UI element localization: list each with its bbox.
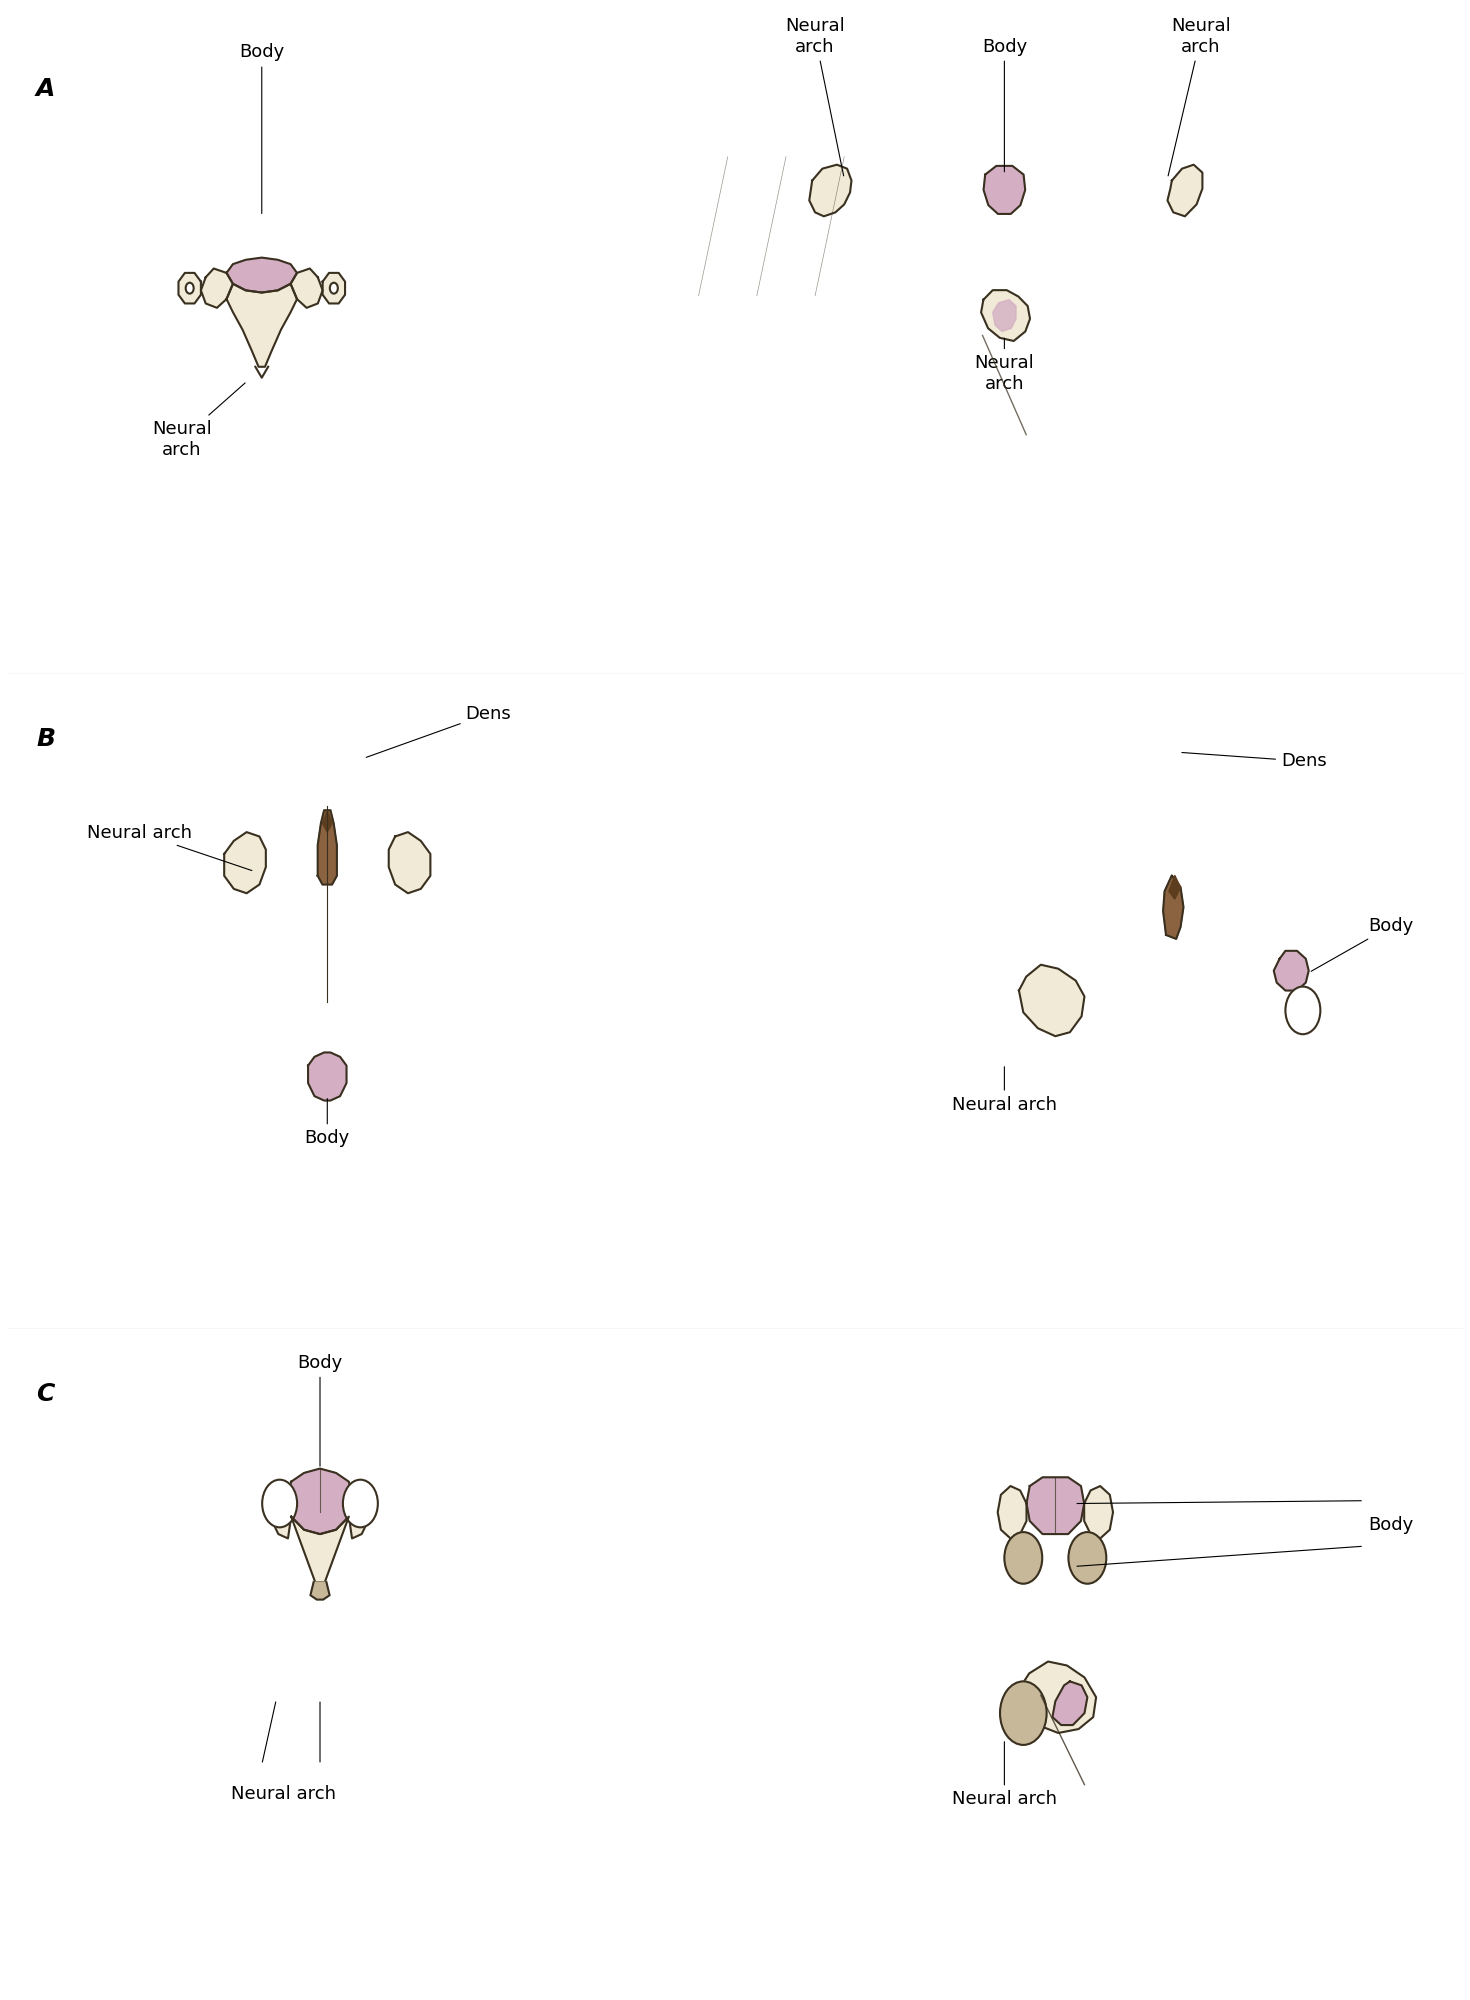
- Text: Body: Body: [1311, 916, 1414, 972]
- Text: Neural
arch: Neural arch: [1169, 16, 1230, 176]
- Text: B: B: [37, 726, 54, 750]
- Polygon shape: [201, 268, 232, 308]
- Circle shape: [1000, 1682, 1047, 1744]
- Text: C: C: [37, 1382, 54, 1406]
- Text: Body: Body: [1369, 1516, 1414, 1534]
- Text: Neural
arch: Neural arch: [785, 16, 845, 176]
- Polygon shape: [226, 258, 297, 292]
- Text: Neural
arch: Neural arch: [975, 338, 1035, 394]
- Polygon shape: [1169, 876, 1180, 900]
- Text: Dens: Dens: [1182, 752, 1327, 770]
- Circle shape: [185, 282, 194, 294]
- Polygon shape: [992, 300, 1016, 332]
- Polygon shape: [309, 1052, 347, 1100]
- Text: Neural arch: Neural arch: [953, 1066, 1057, 1114]
- Circle shape: [329, 282, 338, 294]
- Polygon shape: [348, 1486, 372, 1538]
- Polygon shape: [291, 1516, 348, 1582]
- Circle shape: [343, 1480, 378, 1528]
- Polygon shape: [1026, 1478, 1085, 1534]
- Polygon shape: [322, 810, 332, 832]
- Polygon shape: [1019, 1662, 1097, 1732]
- Polygon shape: [226, 284, 297, 366]
- Polygon shape: [269, 1486, 291, 1538]
- Polygon shape: [388, 832, 431, 894]
- Polygon shape: [1163, 876, 1183, 938]
- Text: Body: Body: [297, 1354, 343, 1466]
- Circle shape: [1069, 1532, 1107, 1584]
- Text: Dens: Dens: [366, 704, 512, 758]
- Text: Body: Body: [240, 44, 284, 214]
- Text: Body: Body: [304, 1098, 350, 1148]
- Polygon shape: [288, 1468, 351, 1534]
- Polygon shape: [998, 1486, 1026, 1538]
- Text: Body: Body: [982, 38, 1028, 172]
- Polygon shape: [1274, 950, 1308, 990]
- Circle shape: [262, 1480, 297, 1528]
- Polygon shape: [1167, 164, 1202, 216]
- Polygon shape: [810, 164, 851, 216]
- Polygon shape: [322, 272, 345, 304]
- Polygon shape: [983, 166, 1025, 214]
- Polygon shape: [310, 1582, 329, 1600]
- Circle shape: [1285, 986, 1320, 1034]
- Polygon shape: [1053, 1682, 1088, 1726]
- Polygon shape: [291, 268, 322, 308]
- Text: Neural arch: Neural arch: [953, 1742, 1057, 1808]
- Polygon shape: [178, 272, 201, 304]
- Circle shape: [1004, 1532, 1042, 1584]
- Polygon shape: [1019, 964, 1085, 1036]
- Polygon shape: [980, 290, 1030, 340]
- Text: A: A: [37, 78, 56, 102]
- Text: Neural arch: Neural arch: [231, 1784, 337, 1802]
- Text: Neural arch: Neural arch: [87, 824, 251, 870]
- Polygon shape: [1085, 1486, 1113, 1538]
- Text: Neural
arch: Neural arch: [151, 382, 245, 458]
- Polygon shape: [225, 832, 266, 894]
- Polygon shape: [318, 810, 337, 884]
